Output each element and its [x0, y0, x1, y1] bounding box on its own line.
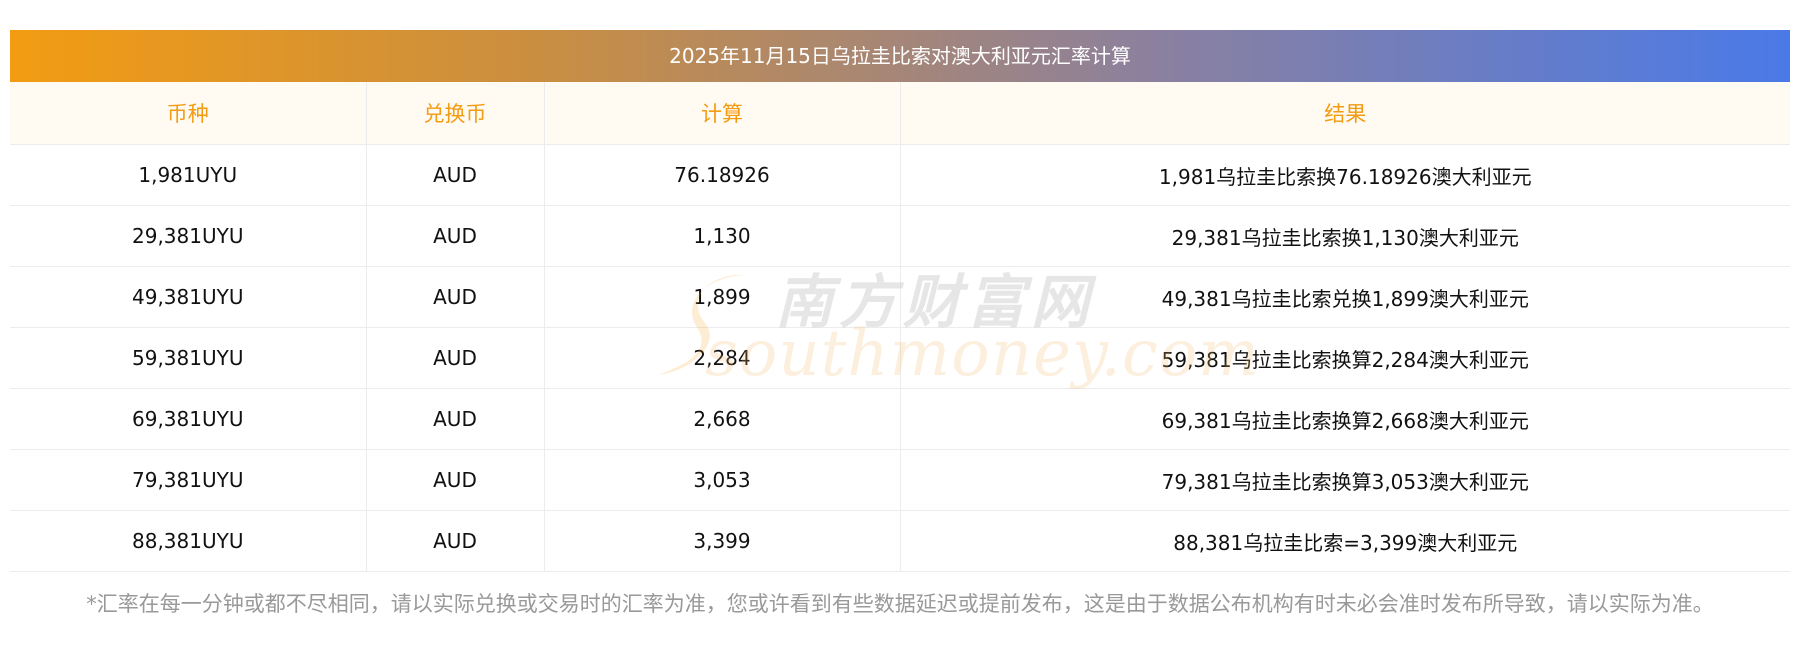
cell-target-currency: AUD	[366, 388, 545, 450]
cell-target-currency: AUD	[366, 205, 545, 267]
cell-calculation: 3,053	[544, 449, 901, 511]
header-calculation: 计算	[544, 82, 901, 145]
cell-calculation: 2,668	[544, 388, 901, 450]
table-title: 2025年11月15日乌拉圭比索对澳大利亚元汇率计算	[10, 30, 1790, 82]
header-target-currency: 兑换币	[366, 82, 545, 145]
cell-currency: 59,381UYU	[10, 327, 367, 389]
table-row: 29,381UYU AUD 1,130 29,381乌拉圭比索换1,130澳大利…	[10, 205, 1790, 267]
table-row: 49,381UYU AUD 1,899 49,381乌拉圭比索兑换1,899澳大…	[10, 266, 1790, 328]
rate-table: 币种 兑换币 计算 结果 1,981UYU AUD 76.18926 1,981…	[10, 82, 1790, 572]
cell-target-currency: AUD	[366, 327, 545, 389]
cell-currency: 88,381UYU	[10, 510, 367, 572]
table-row: 88,381UYU AUD 3,399 88,381乌拉圭比索=3,399澳大利…	[10, 510, 1790, 572]
cell-currency: 79,381UYU	[10, 449, 367, 511]
cell-currency: 1,981UYU	[10, 144, 367, 206]
cell-calculation: 1,899	[544, 266, 901, 328]
table-header-row: 币种 兑换币 计算 结果	[10, 82, 1790, 145]
cell-result: 49,381乌拉圭比索兑换1,899澳大利亚元	[900, 266, 1790, 328]
disclaimer-note: *汇率在每一分钟或都不尽相同，请以实际兑换或交易时的汇率为准，您或许看到有些数据…	[86, 592, 1714, 616]
cell-calculation: 76.18926	[544, 144, 901, 206]
cell-result: 69,381乌拉圭比索换算2,668澳大利亚元	[900, 388, 1790, 450]
cell-result: 59,381乌拉圭比索换算2,284澳大利亚元	[900, 327, 1790, 389]
cell-target-currency: AUD	[366, 449, 545, 511]
cell-currency: 29,381UYU	[10, 205, 367, 267]
cell-calculation: 3,399	[544, 510, 901, 572]
header-currency: 币种	[10, 82, 367, 145]
cell-result: 1,981乌拉圭比索换76.18926澳大利亚元	[900, 144, 1790, 206]
table-row: 59,381UYU AUD 2,284 59,381乌拉圭比索换算2,284澳大…	[10, 327, 1790, 389]
cell-result: 29,381乌拉圭比索换1,130澳大利亚元	[900, 205, 1790, 267]
rate-table-container: 2025年11月15日乌拉圭比索对澳大利亚元汇率计算 币种 兑换币 计算 结果 …	[10, 30, 1790, 572]
cell-result: 88,381乌拉圭比索=3,399澳大利亚元	[900, 510, 1790, 572]
cell-currency: 69,381UYU	[10, 388, 367, 450]
cell-calculation: 1,130	[544, 205, 901, 267]
cell-target-currency: AUD	[366, 510, 545, 572]
table-row: 1,981UYU AUD 76.18926 1,981乌拉圭比索换76.1892…	[10, 144, 1790, 206]
table-row: 69,381UYU AUD 2,668 69,381乌拉圭比索换算2,668澳大…	[10, 388, 1790, 450]
header-result: 结果	[900, 82, 1790, 145]
cell-currency: 49,381UYU	[10, 266, 367, 328]
cell-result: 79,381乌拉圭比索换算3,053澳大利亚元	[900, 449, 1790, 511]
table-row: 79,381UYU AUD 3,053 79,381乌拉圭比索换算3,053澳大…	[10, 449, 1790, 511]
cell-target-currency: AUD	[366, 266, 545, 328]
cell-target-currency: AUD	[366, 144, 545, 206]
cell-calculation: 2,284	[544, 327, 901, 389]
